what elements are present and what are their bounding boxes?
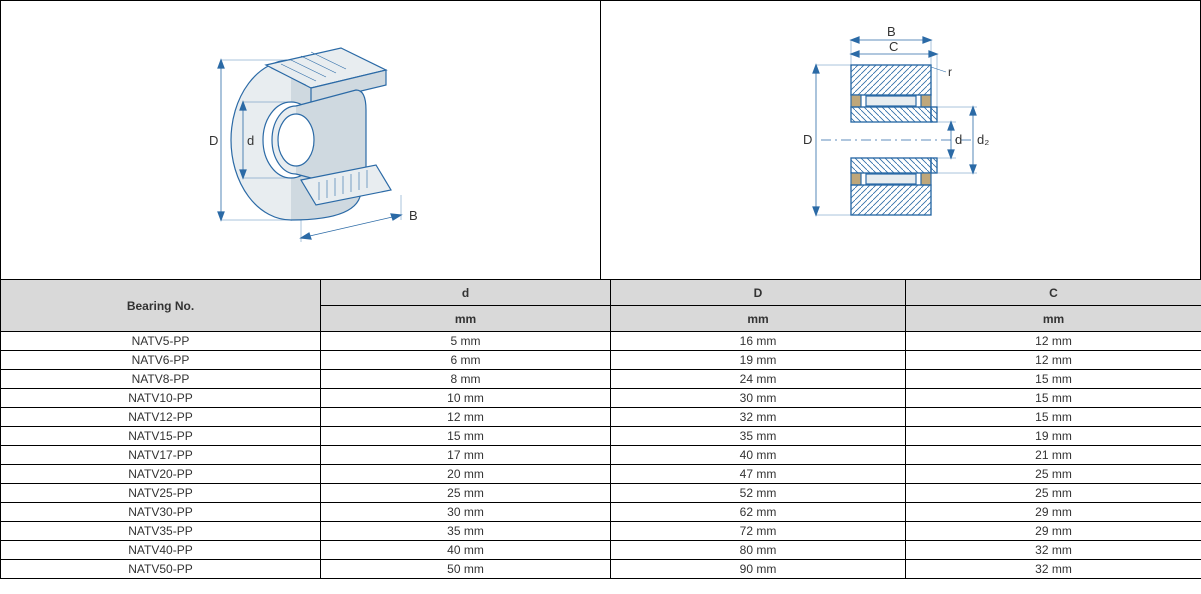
cell-d: 30 mm <box>321 503 611 522</box>
cell-no: NATV35-PP <box>1 522 321 541</box>
cell-C: 32 mm <box>906 560 1201 579</box>
label-r: r <box>948 65 952 79</box>
cell-D: 90 mm <box>611 560 906 579</box>
cell-D: 62 mm <box>611 503 906 522</box>
label-B: B <box>409 208 418 223</box>
cell-d: 5 mm <box>321 332 611 351</box>
th-C: C <box>906 280 1201 306</box>
cell-D: 24 mm <box>611 370 906 389</box>
th-unit-D: mm <box>611 306 906 332</box>
cell-d: 20 mm <box>321 465 611 484</box>
cell-no: NATV5-PP <box>1 332 321 351</box>
table-row: NATV50-PP50 mm90 mm32 mm <box>1 560 1201 579</box>
th-unit-C: mm <box>906 306 1201 332</box>
table-row: NATV6-PP6 mm19 mm12 mm <box>1 351 1201 370</box>
label-C: C <box>889 39 898 54</box>
cell-no: NATV15-PP <box>1 427 321 446</box>
table-row: NATV20-PP20 mm47 mm25 mm <box>1 465 1201 484</box>
cell-d: 12 mm <box>321 408 611 427</box>
cell-D: 80 mm <box>611 541 906 560</box>
diagram-section: D d d₂ B C r <box>601 1 1200 279</box>
cell-D: 32 mm <box>611 408 906 427</box>
cell-D: 19 mm <box>611 351 906 370</box>
cell-D: 40 mm <box>611 446 906 465</box>
cell-d: 50 mm <box>321 560 611 579</box>
cell-C: 15 mm <box>906 389 1201 408</box>
cell-no: NATV10-PP <box>1 389 321 408</box>
th-d: d <box>321 280 611 306</box>
cell-d: 15 mm <box>321 427 611 446</box>
cell-no: NATV6-PP <box>1 351 321 370</box>
cell-d: 25 mm <box>321 484 611 503</box>
cell-C: 29 mm <box>906 522 1201 541</box>
label-D: D <box>209 133 218 148</box>
table-row: NATV35-PP35 mm72 mm29 mm <box>1 522 1201 541</box>
cell-D: 35 mm <box>611 427 906 446</box>
cell-C: 25 mm <box>906 484 1201 503</box>
cell-no: NATV40-PP <box>1 541 321 560</box>
cell-d: 8 mm <box>321 370 611 389</box>
cell-no: NATV30-PP <box>1 503 321 522</box>
table-row: NATV8-PP8 mm24 mm15 mm <box>1 370 1201 389</box>
cell-no: NATV8-PP <box>1 370 321 389</box>
table-row: NATV10-PP10 mm30 mm15 mm <box>1 389 1201 408</box>
diagram-isometric: D d B <box>1 1 601 279</box>
label-D: D <box>803 132 812 147</box>
th-D: D <box>611 280 906 306</box>
cell-no: NATV20-PP <box>1 465 321 484</box>
cell-D: 47 mm <box>611 465 906 484</box>
label-d: d <box>247 133 254 148</box>
cell-D: 72 mm <box>611 522 906 541</box>
label-B: B <box>887 24 896 39</box>
label-d: d <box>955 132 962 147</box>
cell-d: 35 mm <box>321 522 611 541</box>
cell-D: 52 mm <box>611 484 906 503</box>
cell-no: NATV25-PP <box>1 484 321 503</box>
th-bearing-no: Bearing No. <box>1 280 321 332</box>
cell-C: 32 mm <box>906 541 1201 560</box>
th-unit-d: mm <box>321 306 611 332</box>
cell-C: 19 mm <box>906 427 1201 446</box>
cell-d: 10 mm <box>321 389 611 408</box>
cell-D: 16 mm <box>611 332 906 351</box>
cell-C: 15 mm <box>906 370 1201 389</box>
cell-C: 25 mm <box>906 465 1201 484</box>
cell-D: 30 mm <box>611 389 906 408</box>
cell-d: 6 mm <box>321 351 611 370</box>
table-row: NATV40-PP40 mm80 mm32 mm <box>1 541 1201 560</box>
diagram-row: D d B <box>0 0 1201 279</box>
table-row: NATV15-PP15 mm35 mm19 mm <box>1 427 1201 446</box>
cell-C: 29 mm <box>906 503 1201 522</box>
cell-C: 21 mm <box>906 446 1201 465</box>
cell-no: NATV50-PP <box>1 560 321 579</box>
table-row: NATV17-PP17 mm40 mm21 mm <box>1 446 1201 465</box>
cell-C: 15 mm <box>906 408 1201 427</box>
cell-d: 40 mm <box>321 541 611 560</box>
table-row: NATV25-PP25 mm52 mm25 mm <box>1 484 1201 503</box>
cell-no: NATV17-PP <box>1 446 321 465</box>
cell-no: NATV12-PP <box>1 408 321 427</box>
table-row: NATV30-PP30 mm62 mm29 mm <box>1 503 1201 522</box>
cell-d: 17 mm <box>321 446 611 465</box>
table-row: NATV5-PP5 mm16 mm12 mm <box>1 332 1201 351</box>
table-row: NATV12-PP12 mm32 mm15 mm <box>1 408 1201 427</box>
cell-C: 12 mm <box>906 351 1201 370</box>
cell-C: 12 mm <box>906 332 1201 351</box>
label-d2: d₂ <box>977 132 989 147</box>
spec-table: Bearing No. d D C mm mm mm NATV5-PP5 mm1… <box>0 279 1201 579</box>
